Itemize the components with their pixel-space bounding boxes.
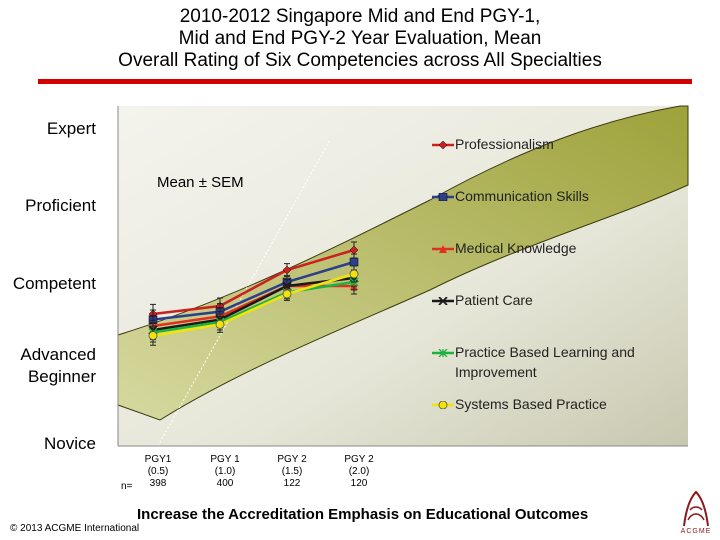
logo-text: ACGME <box>680 528 712 535</box>
x-tick-n: 398 <box>149 478 167 489</box>
series-point-1-3 <box>349 257 359 267</box>
mean-sem-note: Mean ± SEM <box>157 174 244 191</box>
series-point-5-3 <box>349 269 359 279</box>
y-level-competent: Competent <box>12 274 96 293</box>
legend-label: Communication Skills <box>455 188 589 204</box>
n-prefix: n= <box>121 481 133 492</box>
footer-caption: Increase the Accreditation Emphasis on E… <box>137 506 589 523</box>
series-point-5-1 <box>215 319 225 329</box>
legend-label: Medical Knowledge <box>455 240 577 256</box>
y-level-novice: Novice <box>44 434 96 453</box>
legend-marker <box>438 297 448 305</box>
x-tick-label: PGY 2 (2.0) 120 <box>334 454 384 490</box>
x-tick-label: PGY 2 <box>277 454 307 465</box>
y-level-advanced-beginner: Advanced Beginner <box>20 345 96 386</box>
x-tick-label: PGY 1 (1.0) 400 <box>200 454 250 490</box>
x-tick-period: (2.0) <box>348 466 370 477</box>
legend-marker <box>438 193 448 201</box>
series-line-1 <box>152 260 355 321</box>
x-tick-period: (1.5) <box>281 466 303 477</box>
title-line-1: 2010-2012 Singapore Mid and End PGY-1, <box>179 6 541 27</box>
title-underline <box>38 79 692 84</box>
legend-marker <box>439 245 447 253</box>
legend-swatch <box>432 245 454 253</box>
legend-marker <box>438 349 448 357</box>
trend-dotted-line <box>149 139 331 461</box>
x-tick-label: PGY 2 <box>344 454 374 465</box>
series-line-5 <box>152 272 355 337</box>
legend-swatch <box>432 193 454 201</box>
series-line-0 <box>152 248 355 316</box>
legend-swatch <box>432 141 454 149</box>
development-band <box>117 105 689 421</box>
title-line-3: Overall Rating of Six Competencies acros… <box>118 50 602 71</box>
x-tick-period: (1.0) <box>214 466 236 477</box>
legend-label: Professionalism <box>455 136 554 152</box>
series-point-0-2 <box>282 265 292 275</box>
x-tick-period: (0.5) <box>147 466 169 477</box>
legend-label: Patient Care <box>455 292 533 308</box>
acgme-logo-icon: ACGME <box>676 490 716 538</box>
x-tick-label: PGY1 <box>144 454 172 465</box>
x-tick-label: PGY1 (0.5) 398 <box>133 454 183 490</box>
title-line-2: Mid and End PGY-2 Year Evaluation, Mean <box>178 28 542 49</box>
chart-title: 2010-2012 Singapore Mid and End PGY-1, M… <box>0 6 720 72</box>
y-level-expert: Expert <box>46 119 96 138</box>
y-level-proficient: Proficient <box>25 196 96 215</box>
x-tick-n: 120 <box>350 478 368 489</box>
legend-label: Systems Based Practice <box>455 396 607 412</box>
legend-marker <box>438 141 448 149</box>
legend-swatch <box>432 401 454 409</box>
copyright: © 2013 ACGME International <box>10 523 140 534</box>
legend-marker <box>438 401 448 409</box>
legend-swatch <box>432 349 454 357</box>
series-line-4 <box>152 280 355 334</box>
x-tick-n: 400 <box>216 478 234 489</box>
series-line-3 <box>152 276 355 332</box>
legend-swatch <box>432 297 454 305</box>
x-tick-label: PGY 2 (1.5) 122 <box>267 454 317 490</box>
series-point-5-2 <box>282 289 292 299</box>
x-tick-label: PGY 1 <box>210 454 240 465</box>
x-tick-n: 122 <box>283 478 301 489</box>
series-point-5-0 <box>148 331 158 341</box>
legend-label: Practice Based Learning and Improvement <box>455 344 635 380</box>
